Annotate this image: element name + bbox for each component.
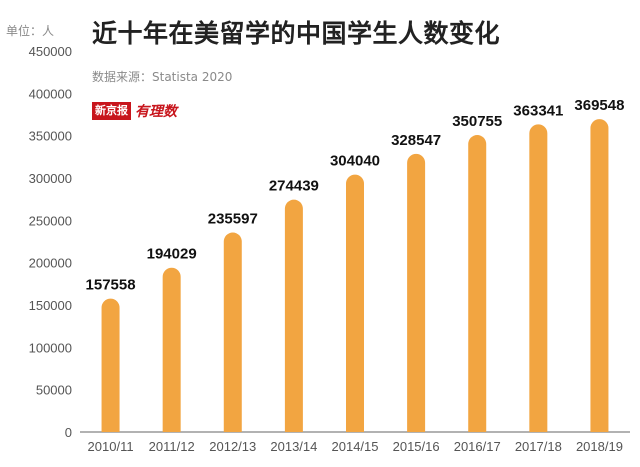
bar-value-label: 363341 <box>513 102 563 119</box>
bar <box>223 232 242 432</box>
bar <box>529 124 548 433</box>
x-tick-label: 2010/11 <box>88 439 134 454</box>
y-axis: 0 50000 100000 150000 200000 250000 300000 3500… <box>29 44 630 440</box>
y-tick-label: 150000 <box>29 298 72 313</box>
source-note: 数据来源：Statista 2020 <box>92 70 233 84</box>
x-tick-label: 2015/16 <box>393 439 440 454</box>
y-tick-label: 0 <box>65 425 72 440</box>
logo-secondary: 有理数 <box>135 103 177 120</box>
chart-title: 近十年在美留学的中国学生人数变化 <box>92 19 501 48</box>
y-tick-label: 400000 <box>29 86 72 101</box>
bar <box>284 199 303 432</box>
x-tick-label: 2017/18 <box>515 439 562 454</box>
x-axis: 2010/11 2011/12 2012/13 2013/14 2014/15 2015/… <box>88 439 623 454</box>
bar-value-label: 369548 <box>574 97 624 114</box>
x-tick-label: 2011/12 <box>149 439 195 454</box>
x-tick-label: 2013/14 <box>270 439 317 454</box>
bar <box>468 135 487 432</box>
logo-primary: 新京报 <box>92 101 131 120</box>
y-tick-label: 50000 <box>36 383 72 398</box>
bar-value-label: 350755 <box>452 113 502 130</box>
bar <box>346 174 364 432</box>
unit-label: 单位：人 <box>6 24 55 38</box>
bar-value-label: 235597 <box>208 211 258 228</box>
bars: 157558 194029 235597 274439 304040 328547 3507… <box>86 97 624 433</box>
bar-value-label: 157558 <box>86 277 136 294</box>
bar-value-label: 194029 <box>147 246 197 263</box>
bar <box>162 267 181 432</box>
bar-value-label: 328547 <box>391 132 441 149</box>
y-tick-label: 200000 <box>29 256 72 271</box>
bar-value-label: 274439 <box>269 178 319 195</box>
bar-value-label: 304040 <box>330 153 380 170</box>
y-tick-label: 350000 <box>29 129 72 144</box>
y-tick-label: 100000 <box>29 340 72 355</box>
x-tick-label: 2016/17 <box>454 439 501 454</box>
bar <box>101 298 120 432</box>
bar <box>590 119 609 432</box>
x-tick-label: 2014/15 <box>332 439 379 454</box>
y-tick-label: 250000 <box>29 213 72 228</box>
x-tick-label: 2018/19 <box>576 439 623 454</box>
y-tick-label: 450000 <box>29 44 72 59</box>
y-tick-label: 300000 <box>29 171 72 186</box>
brand-logo: 新京报 有理数 <box>92 100 177 120</box>
bar <box>407 153 426 432</box>
x-tick-label: 2012/13 <box>209 439 256 454</box>
